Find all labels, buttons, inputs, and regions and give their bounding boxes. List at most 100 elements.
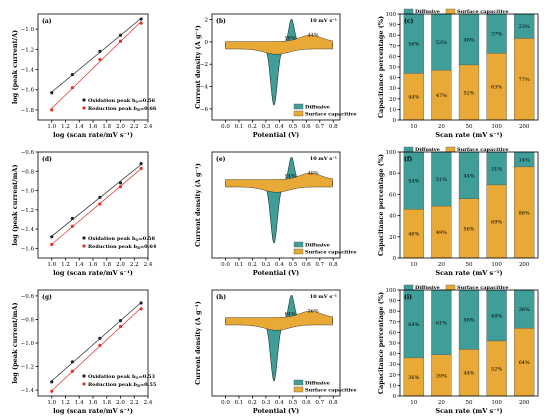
legend-label-diffusive: Diffusive <box>305 381 330 387</box>
data-label-diffusive: 44% <box>463 173 474 179</box>
data-point <box>118 39 123 43</box>
data-label-diffusive: 61% <box>436 320 447 326</box>
data-label-surface: 63% <box>491 85 502 91</box>
x-tick-label: 50 <box>466 124 473 130</box>
legend-label-0: Oxidation peak bO=0.56 <box>88 98 155 104</box>
y-tick-label: 20 <box>389 235 396 241</box>
y-tick-label: 0 <box>393 256 397 262</box>
panel-label: (c) <box>404 18 413 25</box>
x-tick-label: 2.2 <box>130 400 139 406</box>
y-tick-label: 90 <box>389 23 396 29</box>
y-tick-label: 60 <box>389 192 396 198</box>
data-point <box>50 242 54 247</box>
panel-d: 1.0 1.2 1.4 1.6 1.8 2.0 2.2 2.4 −1.6 −1.4 −1.2 −1.0… <box>11 150 157 277</box>
plot-frame <box>211 151 341 259</box>
x-tick-label: 50 <box>466 262 473 268</box>
data-label-surface: 44% <box>463 371 474 377</box>
y-tick-label: 0 <box>205 40 209 46</box>
y-tick-label: 30 <box>389 86 396 92</box>
y-tick-label: 50 <box>389 341 396 347</box>
data-point <box>50 389 54 393</box>
data-label-surface: 86% <box>519 210 530 216</box>
data-label-diffusive: 48% <box>491 313 502 319</box>
legend-label-diffusive: Diffusive <box>415 147 440 153</box>
data-point <box>70 360 74 364</box>
legend-marker <box>82 98 86 102</box>
x-tick-label: 1.0 <box>47 400 56 406</box>
data-point <box>139 301 143 305</box>
x-tick-label: 20 <box>438 124 445 130</box>
y-tick-label: −1.4 <box>21 68 35 74</box>
x-tick-label: 2.2 <box>130 262 139 268</box>
x-tick-label: 0.3 <box>262 262 271 268</box>
panel-label: (d) <box>42 156 52 163</box>
plot-frame <box>37 13 149 121</box>
x-tick-label: 0.7 <box>315 400 324 406</box>
x-tick-label: 0.2 <box>248 124 257 130</box>
annotation-diffusive: 54% <box>285 173 296 179</box>
data-point <box>98 336 102 340</box>
x-tick-label: 10 <box>410 262 417 268</box>
panel-f: 46% 54% 10 49% 51% 20 56% 44% 50 69% 31% 100 86% 14% 2… <box>377 146 539 277</box>
panel-h: 0.0 0.1 0.2 0.3 0.4 0.5 0.6 0.7 0.8 64% 36% 10 mV s… <box>194 289 357 415</box>
y-tick-label: −1.4 <box>21 227 35 233</box>
y-tick-label: 60 <box>389 54 396 60</box>
x-axis-label: log (scan rate/mV s⁻¹) <box>53 407 133 415</box>
legend-label-1: Reduction peak bR=0.64 <box>88 244 157 250</box>
data-label-surface: 46% <box>408 232 419 238</box>
x-tick-label: 10 <box>410 124 417 130</box>
y-tick-label: 60 <box>389 330 396 336</box>
y-tick-label: 20 <box>389 97 396 103</box>
legend-swatch-surface <box>293 386 304 393</box>
fit-line-1 <box>51 21 142 109</box>
legend-swatch-diffusive <box>293 241 304 248</box>
data-label-diffusive: 14% <box>519 157 530 163</box>
data-point <box>70 72 74 77</box>
data-label-diffusive: 31% <box>491 166 502 172</box>
legend-swatch-diffusive <box>403 146 414 153</box>
y-tick-label: −6 <box>200 107 209 113</box>
panel-label: (a) <box>42 18 52 25</box>
legend-label-1: Reduction peak bR=0.55 <box>88 382 157 388</box>
y-tick-label: −0.6 <box>21 294 35 300</box>
x-tick-label: 0.5 <box>288 124 297 130</box>
y-tick-label: 40 <box>389 76 396 82</box>
x-tick-label: 1.2 <box>61 262 70 268</box>
data-point <box>139 21 143 25</box>
y-tick-label: 100 <box>386 12 397 18</box>
y-tick-label: 80 <box>389 171 396 177</box>
data-label-diffusive: 51% <box>436 177 447 183</box>
panel-g: 1.0 1.2 1.4 1.6 1.8 2.0 2.2 2.4 −1.4 −1.2 −1.0 −0.8… <box>11 289 157 415</box>
data-point <box>98 343 102 347</box>
y-tick-label: 20 <box>389 373 396 379</box>
y-axis-label: log (peak current/A) <box>11 30 19 104</box>
y-tick-label: 100 <box>386 288 397 294</box>
annotation-diffusive: 56% <box>285 35 296 41</box>
fit-line-1 <box>51 168 142 245</box>
legend-marker <box>82 382 86 386</box>
data-point <box>50 380 54 384</box>
cv-surface-area <box>225 311 333 331</box>
x-tick-label: 0.2 <box>248 262 257 268</box>
x-tick-label: 10 <box>410 400 417 406</box>
data-label-diffusive: 56% <box>408 42 419 48</box>
legend-marker <box>82 106 86 110</box>
panel-label: (g) <box>42 294 52 301</box>
x-tick-label: 2.4 <box>144 400 153 406</box>
legend-label-surface: Surface capacitive <box>305 112 357 118</box>
legend-label-1: Reduction peak bR=0.66 <box>88 106 157 112</box>
data-label-surface: 52% <box>491 366 502 372</box>
y-tick-label: −0.8 <box>21 317 35 323</box>
fit-line-0 <box>51 302 142 382</box>
y-axis-label: Capacitance percentage (%) <box>377 16 385 118</box>
x-tick-label: 100 <box>491 124 502 130</box>
y-tick-label: −1.0 <box>21 341 35 347</box>
y-tick-label: 70 <box>389 320 396 326</box>
data-point <box>139 161 143 166</box>
x-tick-label: 0.7 <box>315 262 324 268</box>
data-point <box>139 166 143 170</box>
y-tick-label: 70 <box>389 44 396 50</box>
data-label-surface: 47% <box>436 93 447 99</box>
x-tick-label: 0.4 <box>275 400 284 406</box>
x-tick-label: 200 <box>519 400 530 406</box>
